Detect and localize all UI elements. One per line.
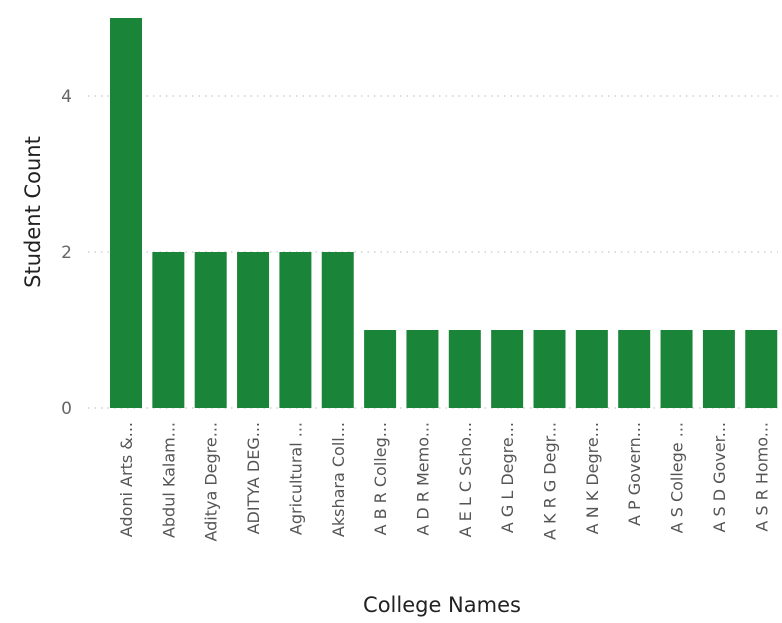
bar[interactable] (660, 330, 693, 408)
x-tick-label: Adoni Arts &... (117, 422, 136, 537)
bar[interactable] (533, 330, 566, 408)
x-tick-label: A S R Homo... (752, 422, 771, 532)
y-tick-label: 2 (61, 243, 72, 263)
x-tick-label: Agricultural ... (286, 422, 305, 535)
bar[interactable] (194, 252, 227, 408)
x-tick-label: A S College ... (668, 422, 687, 533)
bar[interactable] (406, 330, 439, 408)
x-tick-label: A S D Gover... (710, 422, 729, 533)
bar[interactable] (702, 330, 735, 408)
bar[interactable] (618, 330, 651, 408)
bar[interactable] (448, 330, 481, 408)
bar[interactable] (152, 252, 185, 408)
bars (110, 18, 778, 408)
y-axis-title: Student Count (21, 136, 45, 288)
bar[interactable] (575, 330, 608, 408)
y-tick-label: 4 (61, 87, 72, 107)
x-tick-label: A N K Degre... (583, 422, 602, 534)
x-tick-label: A D R Memo... (413, 422, 432, 536)
bar[interactable] (491, 330, 524, 408)
x-tick-label: A B R Colleg... (371, 422, 390, 535)
x-tick-label: A G L Degre... (498, 422, 517, 533)
x-tick-label: ADITYA DEG... (244, 422, 263, 534)
bar[interactable] (110, 18, 142, 408)
y-axis-ticks: 0 2 4 (61, 87, 72, 419)
x-axis-title: College Names (363, 593, 521, 617)
bar[interactable] (321, 252, 354, 408)
x-tick-label: Aditya Degre... (202, 422, 221, 542)
x-tick-label: Abdul Kalam... (159, 422, 178, 538)
bar[interactable] (364, 330, 397, 408)
bar[interactable] (237, 252, 270, 408)
x-tick-label: A K R G Degr... (541, 422, 560, 540)
x-axis-ticks: Adoni Arts &... Abdul Kalam... Aditya Degr… (117, 422, 771, 542)
x-tick-label: A P Govern... (625, 422, 644, 526)
y-tick-label: 0 (61, 399, 72, 419)
x-tick-label: Akshara Coll... (329, 422, 348, 537)
bar[interactable] (745, 330, 778, 408)
x-tick-label: A E L C Scho... (456, 422, 475, 537)
bar[interactable] (279, 252, 312, 408)
